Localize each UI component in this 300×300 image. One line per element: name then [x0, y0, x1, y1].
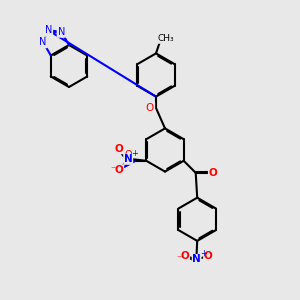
Text: N: N [40, 37, 47, 47]
Text: O: O [115, 144, 124, 154]
Text: O: O [146, 103, 154, 113]
Text: N: N [192, 254, 201, 265]
Text: ⁻: ⁻ [177, 254, 182, 264]
Text: O: O [181, 251, 190, 261]
Text: +: + [200, 249, 207, 258]
Text: N: N [45, 26, 52, 35]
Text: CH₃: CH₃ [158, 34, 174, 43]
Text: O: O [204, 251, 212, 261]
Text: O: O [124, 150, 132, 161]
Text: ⁻: ⁻ [111, 165, 116, 175]
Text: N: N [58, 27, 65, 37]
Text: O: O [115, 165, 124, 175]
Text: O: O [208, 168, 217, 178]
Text: N: N [124, 154, 133, 164]
Text: +: + [131, 149, 138, 158]
